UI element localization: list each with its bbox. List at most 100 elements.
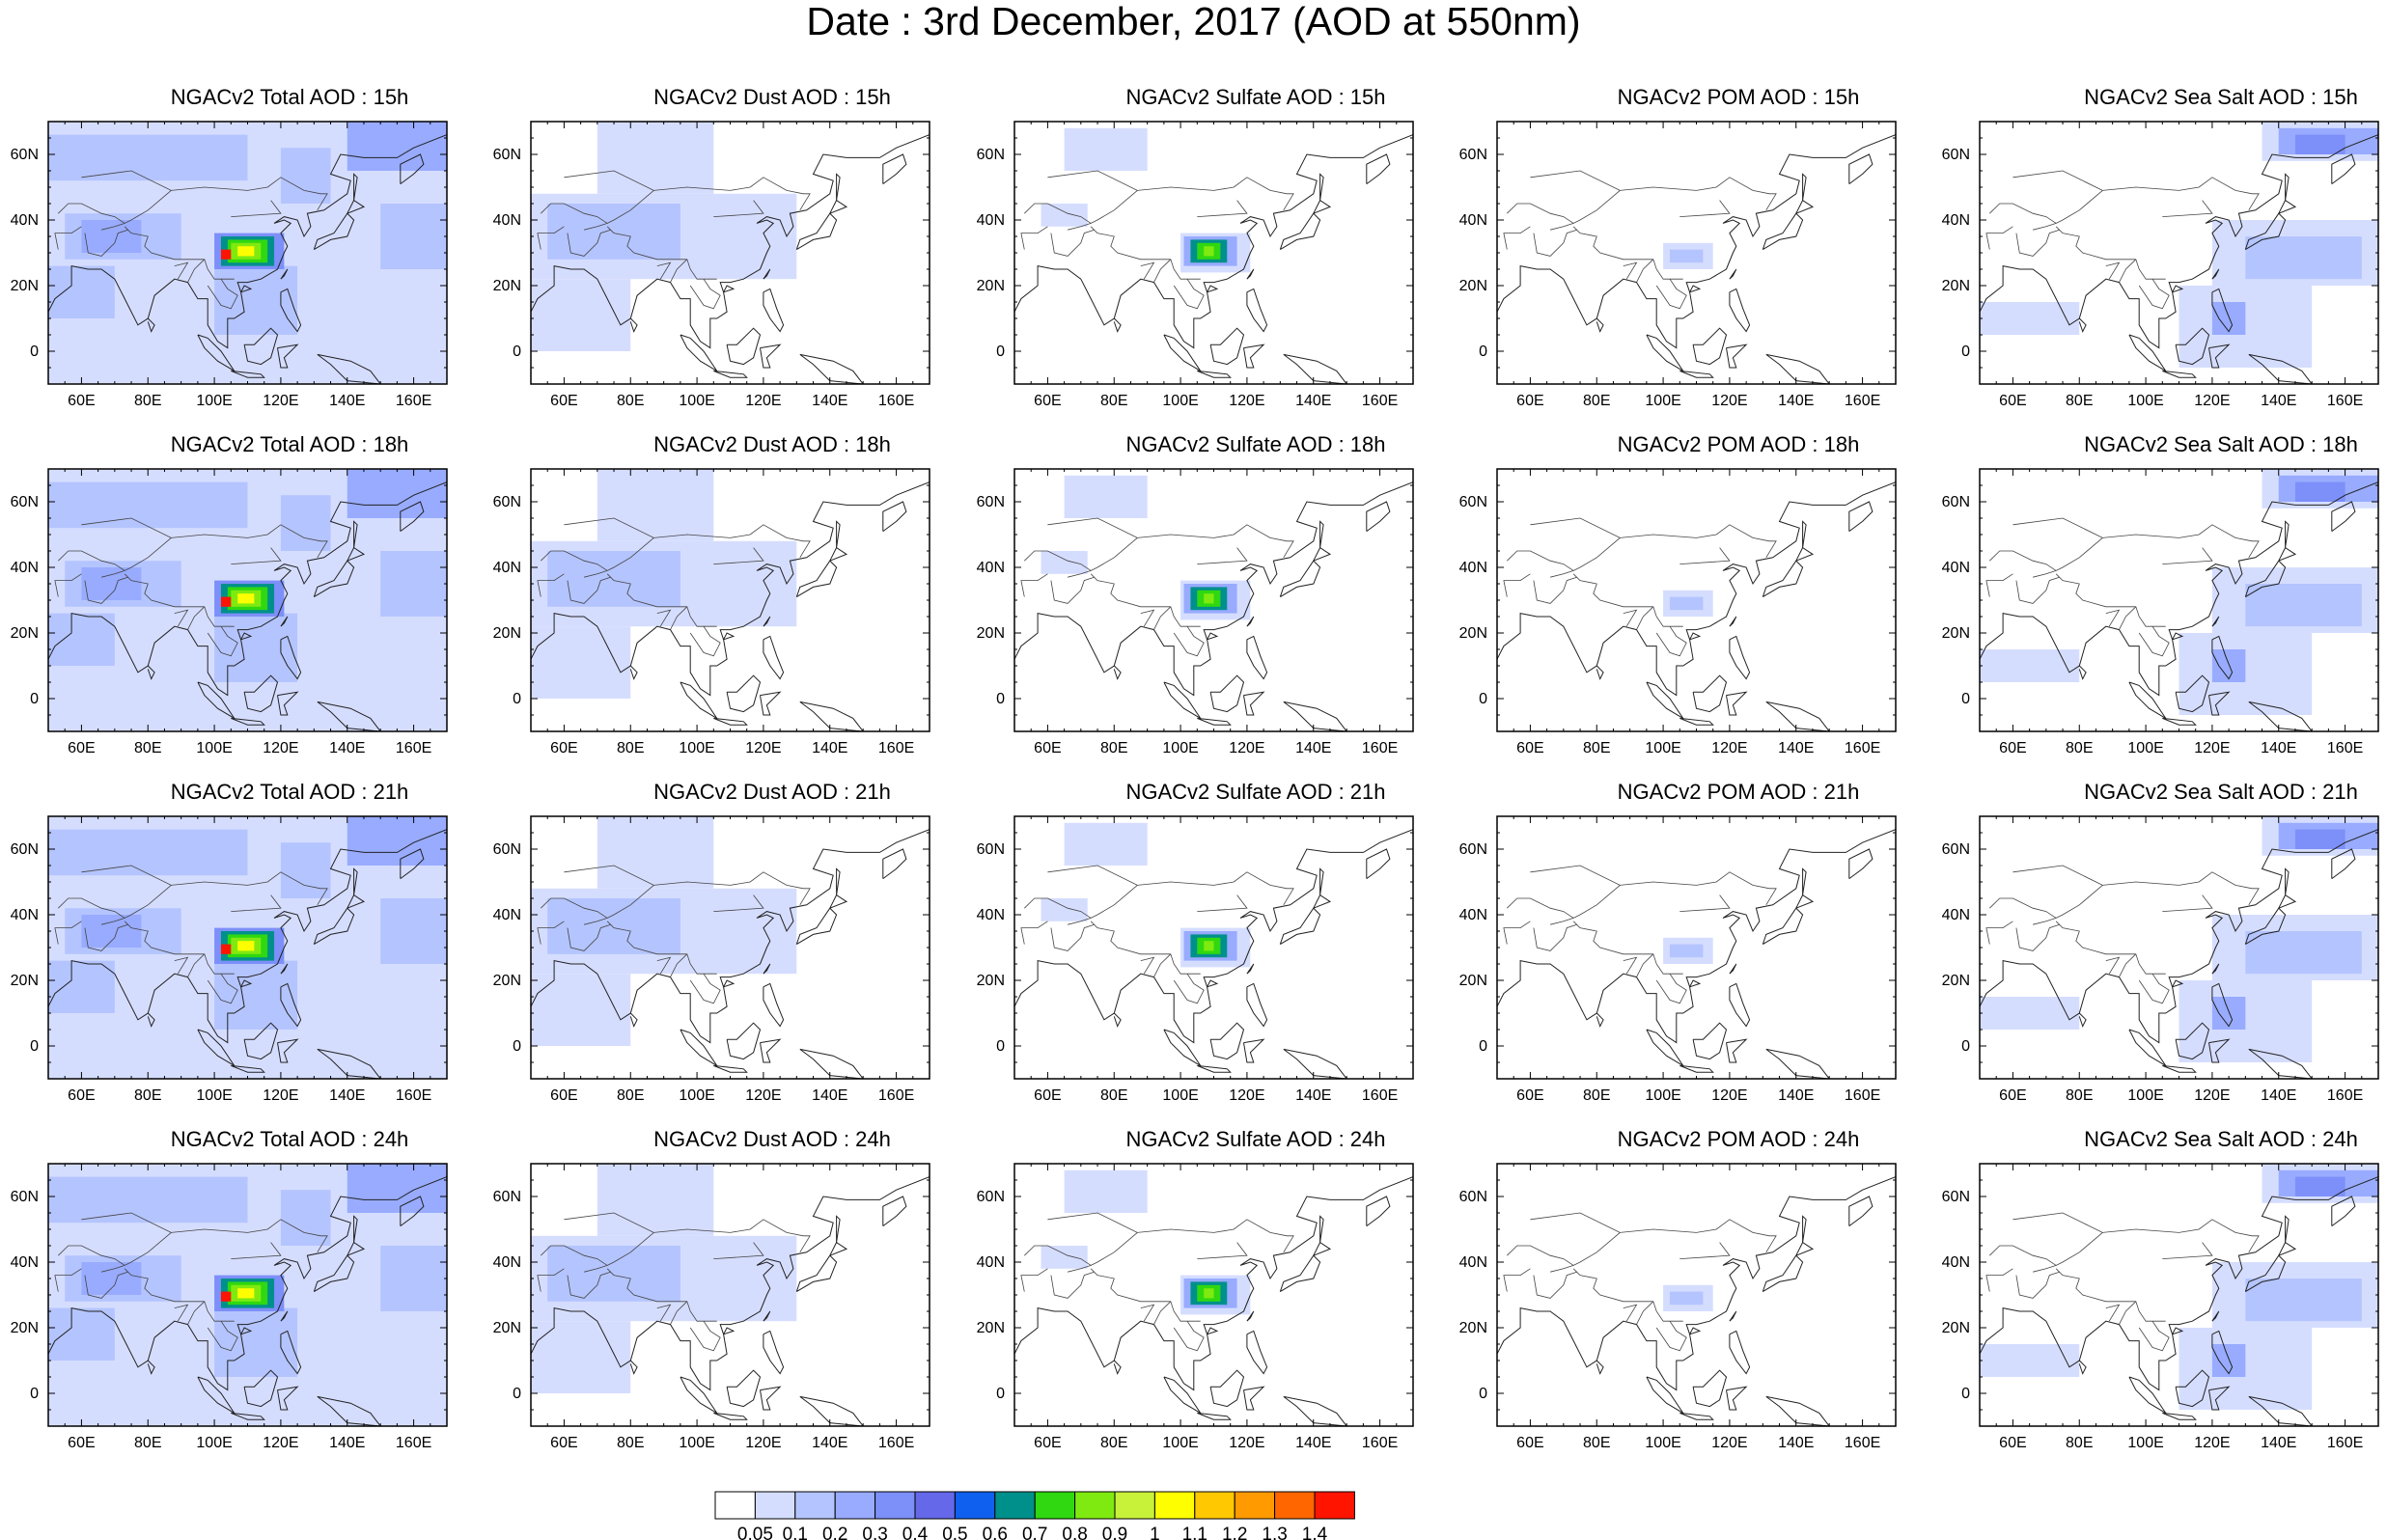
lat-tick-label: 20N [11,278,39,294]
coastline [829,199,848,214]
country-border [1655,973,1687,1004]
country-border [2162,1242,2213,1259]
coastline [829,546,848,562]
coastline [1980,829,2378,1079]
country-border [1197,547,1248,564]
aod-field [1204,593,1214,604]
panel-title: NGACv2 Dust AOD : 15h [653,85,891,109]
lon-tick-label: 160E [1362,1435,1398,1451]
lat-tick-label: 0 [1961,691,1970,707]
colorbar-label: 0.6 [983,1525,1008,1540]
lon-tick-label: 120E [745,393,781,409]
coastline [2211,288,2234,333]
country-border [689,1320,721,1352]
country-border [564,517,811,559]
coastline [1729,635,1751,680]
aod-field [220,249,232,260]
lat-tick-label: 60N [11,494,39,510]
lon-tick-label: 120E [2194,393,2230,409]
coastline [1802,173,1807,201]
lon-tick-label: 140E [1778,740,1814,756]
aod-map: 60E 80E 100E 120E 140E 160E 60N 40N 20N 0 [977,815,1414,1104]
panel-title: NGACv2 POM AOD : 15h [1617,85,1860,109]
lon-tick-label: 120E [1229,393,1264,409]
lat-tick-label: 0 [513,1038,521,1055]
country-border [207,1320,238,1352]
country-border [1068,885,1138,925]
lon-tick-label: 140E [2261,393,2296,409]
country-border [1173,1320,1205,1352]
lat-tick-label: 0 [513,344,521,360]
coastline [2244,560,2287,598]
aod-map: 60E 80E 100E 120E 140E 160E 60N 40N 20N 0 [1942,468,2379,756]
coastline [1689,285,1702,293]
dust-aod-panel: NGACv2 Dust AOD : 15h 60E 80E 100E 120E 140E 1… [493,85,1013,415]
country-border [1655,625,1687,657]
lon-tick-label: 100E [196,740,232,756]
lon-tick-label: 160E [1845,393,1880,409]
colorbar-swatch [1114,1491,1155,1520]
country-border [2055,573,2166,627]
country-border [207,278,238,310]
colorbar-swatch [1153,1491,1196,1520]
country-border [1530,865,1777,906]
country-border [541,550,608,571]
country-border [1090,1268,1201,1322]
aod-field [2211,997,2246,1030]
country-border [1623,1304,1638,1322]
coastline [1729,963,1737,975]
country-border [656,261,672,280]
country-border [1623,956,1638,975]
aod-field [347,469,447,518]
coastline [353,173,358,201]
lon-tick-label: 160E [878,393,914,409]
lat-tick-label: 40N [1459,907,1487,923]
coastline [882,501,907,533]
country-border [541,897,608,919]
lon-tick-label: 60E [1999,393,2026,409]
coastline [1313,1241,1332,1256]
lat-tick-label: 40N [11,212,39,229]
sea-salt-aod-panel: NGACv2 Sea Salt AOD : 21h 60E 80E 100E 120E 1… [1942,782,2387,1110]
country-border [1507,897,1574,919]
country-border [1047,1212,1294,1253]
coastline [1679,1064,1714,1073]
aod-field [380,551,447,617]
coastline [1319,1215,1324,1243]
coastline [2244,907,2287,946]
coastline [48,481,447,731]
coastline [1729,288,1751,333]
coastline [280,1330,302,1375]
coastline [726,674,762,713]
panel-title: NGACv2 Sea Salt AOD : 24h [2084,1127,2358,1151]
lat-tick-label: 40N [1942,212,1970,229]
colorbar-swatch [954,1491,996,1520]
aod-field [547,1246,680,1302]
total-aod-panel: NGACv2 Total AOD : 21h 60E 80E 100E 120E 140E… [11,782,531,1110]
lon-tick-label: 120E [263,740,298,756]
country-border [713,547,764,564]
country-border [1050,923,1095,951]
lat-tick-label: 60N [977,494,1005,510]
coastline [317,353,381,384]
coastline [2285,867,2290,895]
country-border [207,973,238,1004]
aod-field [1204,1288,1214,1299]
coastline [726,1022,762,1060]
coastline [726,1369,762,1408]
coastline [2278,199,2297,214]
coastline [243,1022,279,1060]
coastline [1848,153,1874,185]
lat-tick-label: 60N [977,1189,1005,1205]
lat-tick-label: 40N [1942,1254,1970,1271]
lat-tick-label: 60N [11,147,39,163]
coastline [723,632,736,641]
lat-tick-label: 60N [977,147,1005,163]
coastline [1209,327,1245,366]
country-border [1197,200,1248,217]
colorbar-label: 0.2 [822,1525,847,1540]
lon-tick-label: 140E [329,1435,365,1451]
coastline [1726,1386,1748,1411]
lat-tick-label: 0 [1961,344,1970,360]
aod-field [214,613,298,682]
